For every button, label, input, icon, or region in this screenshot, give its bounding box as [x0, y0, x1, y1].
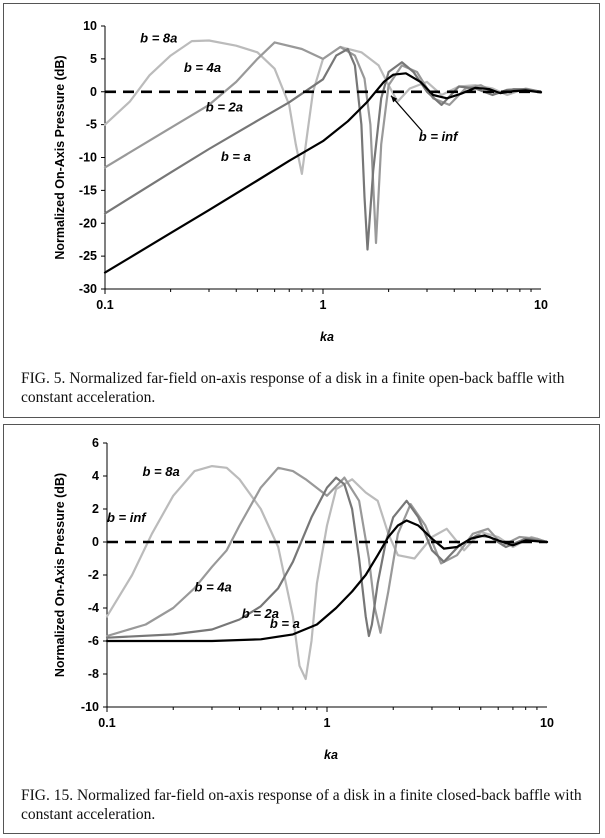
curve-annotation: b = 8a: [143, 464, 180, 479]
y-tick-label: -4: [88, 601, 99, 615]
y-tick-label: 0: [92, 535, 99, 549]
curve-annotation: b = 8a: [140, 30, 177, 45]
y-tick-label: 10: [83, 19, 97, 33]
figure-panel-fig15: 6 4 2 0 -2 -4 -6 -8 -10 0.1 1 10 ka Normalized On-Axi…: [3, 424, 600, 834]
curve-annotation: b = inf: [107, 510, 147, 525]
series-line-b-4a: [105, 466, 549, 638]
figure-panel-fig5: 10 5 0 -5 -10 -15 -20 -25 -30 0.1 1 10 ka Normalized …: [3, 3, 600, 418]
curve-annotation: b = 4a: [195, 580, 232, 595]
series-line-b-a: [103, 72, 543, 274]
y-tick-label: 4: [92, 469, 99, 483]
curve-annotation: b = inf: [419, 129, 459, 144]
y-tick-label: -15: [79, 183, 97, 197]
y-tick-label: -30: [79, 282, 97, 296]
y-tick-label: 0: [90, 85, 97, 99]
y-tick-label: -5: [86, 118, 97, 132]
series-line-b-4a: [103, 41, 543, 245]
series-line-b-8a: [103, 39, 543, 175]
y-tick-label: -10: [81, 700, 99, 714]
x-tick-label: 0.1: [96, 298, 113, 312]
chart-fig15: 6 4 2 0 -2 -4 -6 -8 -10 0.1 1 10 ka Normalized On-Axi…: [53, 436, 554, 762]
x-tick-label: 1: [324, 716, 331, 730]
x-axis-label: ka: [324, 748, 338, 762]
y-tick-label: 2: [92, 502, 99, 516]
y-tick-label: -20: [79, 216, 97, 230]
x-tick-label: 0.1: [98, 716, 115, 730]
figure-caption: FIG. 5. Normalized far-field on-axis res…: [21, 370, 565, 406]
curve-annotation: b = 4a: [184, 60, 221, 75]
x-tick-label: 10: [534, 298, 548, 312]
curve-annotation: b = 2a: [242, 606, 279, 621]
series-line-b-a: [105, 519, 549, 643]
curve-annotation: b = a: [221, 149, 251, 164]
series-line-b-2a: [103, 47, 543, 251]
figure-caption: FIG. 15. Normalized far-field on-axis re…: [21, 787, 582, 823]
y-tick-label: -25: [79, 249, 97, 263]
annotation-arrow-line: [390, 95, 423, 132]
y-tick-label: -6: [88, 634, 99, 648]
annotation-arrow-head: [390, 95, 398, 103]
y-tick-label: 6: [92, 436, 99, 450]
x-tick-label: 10: [540, 716, 554, 730]
x-tick-label: 1: [320, 298, 327, 312]
curve-annotation: b = a: [270, 616, 300, 631]
y-axis-label: Normalized On-Axis Pressure (dB): [53, 473, 67, 677]
y-tick-label: -10: [79, 151, 97, 165]
x-axis-label: ka: [320, 330, 334, 344]
series-line-b-8a: [105, 465, 549, 681]
series-line-b-2a: [105, 476, 549, 639]
y-tick-label: 5: [90, 52, 97, 66]
curve-annotation: b = 2a: [206, 99, 243, 114]
chart-fig5: 10 5 0 -5 -10 -15 -20 -25 -30 0.1 1 10 ka Normalized …: [53, 19, 548, 344]
y-tick-label: -2: [88, 568, 99, 582]
y-axis-label: Normalized On-Axis Pressure (dB): [53, 55, 67, 259]
y-tick-label: -8: [88, 667, 99, 681]
